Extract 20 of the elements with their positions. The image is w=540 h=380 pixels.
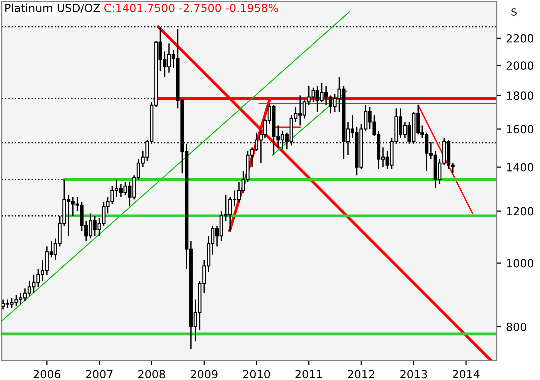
x-tick-label: 2008 xyxy=(138,370,166,379)
x-tick-label: 2011 xyxy=(296,370,322,379)
x-tick-label: 2012 xyxy=(348,370,374,379)
y-tick-label: 1400 xyxy=(507,163,534,172)
y-axis-title: $ xyxy=(512,7,517,18)
y-tick-label: 800 xyxy=(506,322,526,332)
x-tick-label: 2009 xyxy=(191,370,218,379)
y-tick-label: 1000 xyxy=(507,259,534,268)
y-tick-label: 1600 xyxy=(507,125,534,134)
x-tick-label: 2007 xyxy=(86,370,113,379)
y-tick-label: 2200 xyxy=(506,34,534,43)
chart-title: Platinum USD/OZ xyxy=(6,4,100,14)
x-tick-label: 2013 xyxy=(400,370,428,379)
y-tick-label: 2000 xyxy=(506,62,534,70)
x-tick-label: 2014 xyxy=(452,370,480,379)
y-tick-label: 1200 xyxy=(507,207,534,216)
x-tick-label: 2010 xyxy=(243,370,270,379)
x-tick-label: 2006 xyxy=(34,370,61,379)
chart-subtitle: C:1401.7500 -2.7500 -0.1958% xyxy=(104,4,278,12)
y-tick-label: 1800 xyxy=(507,92,534,100)
